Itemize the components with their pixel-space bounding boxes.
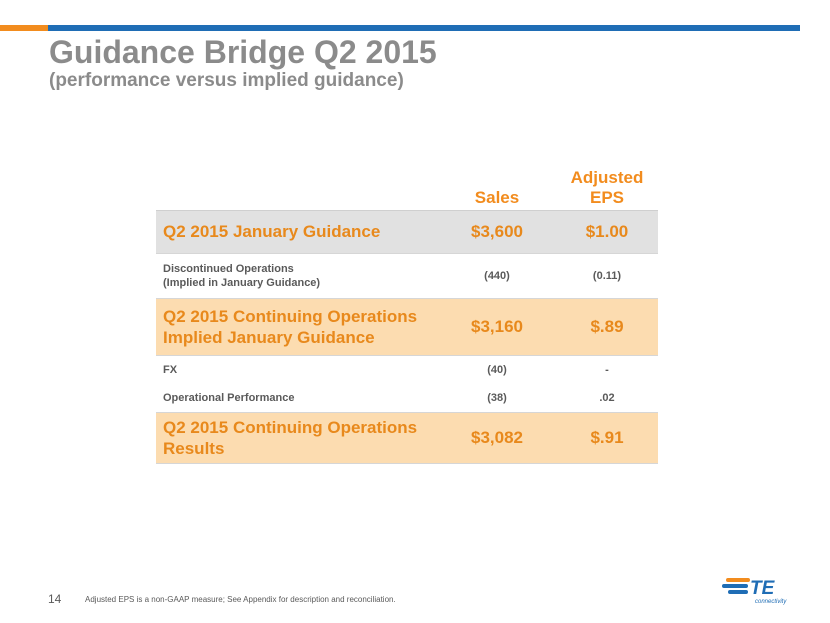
row-eps: $.91 xyxy=(590,428,624,447)
row-sales: $3,082 xyxy=(471,428,523,447)
row-label-line1: Q2 2015 Continuing Operations xyxy=(163,307,418,326)
row-label-line2: (Implied in January Guidance) xyxy=(163,277,321,289)
page-number: 14 xyxy=(48,592,62,606)
row-label-line1: Discontinued Operations xyxy=(163,263,294,275)
row-label: Q2 2015 Continuing Operations Results xyxy=(156,417,456,459)
table-row: Discontinued Operations (Implied in Janu… xyxy=(156,254,658,299)
row-eps: $1.00 xyxy=(585,222,629,241)
guidance-table: Sales Adjusted EPS Q2 2015 January Guida… xyxy=(156,163,658,464)
table-row: Q2 2015 January Guidance $3,600 $1.00 xyxy=(156,211,658,254)
row-label: Q2 2015 Continuing Operations Implied Ja… xyxy=(156,306,456,348)
row-eps: (0.11) xyxy=(592,270,622,282)
svg-text:connectivity: connectivity xyxy=(755,599,787,605)
row-sales: (38) xyxy=(487,392,507,404)
row-label: Discontinued Operations (Implied in Janu… xyxy=(156,262,456,290)
table-row: Operational Performance (38) .02 xyxy=(156,384,658,413)
page-title: Guidance Bridge Q2 2015 xyxy=(49,34,437,70)
column-header-eps: Adjusted EPS xyxy=(570,168,644,207)
row-label-line2: Implied January Guidance xyxy=(163,328,375,347)
row-label: Q2 2015 January Guidance xyxy=(163,222,381,241)
table-row: FX (40) - xyxy=(156,356,658,384)
svg-text:TE: TE xyxy=(750,578,776,599)
row-sales: $3,160 xyxy=(471,317,523,336)
row-eps: $.89 xyxy=(590,317,624,336)
page-subtitle: (performance versus implied guidance) xyxy=(49,70,404,91)
footnote: Adjusted EPS is a non-GAAP measure; See … xyxy=(85,595,396,604)
top-accent-bar xyxy=(0,25,800,31)
row-eps: - xyxy=(605,364,609,376)
top-accent-blue xyxy=(48,25,800,31)
te-connectivity-logo: TE connectivity xyxy=(722,578,787,605)
column-header-sales: Sales xyxy=(474,188,520,207)
row-sales: (40) xyxy=(487,364,507,376)
top-accent-orange xyxy=(0,25,48,31)
row-label: Operational Performance xyxy=(163,392,295,404)
row-label-line2: Results xyxy=(163,439,225,458)
row-sales: $3,600 xyxy=(471,222,523,241)
table-header: Sales Adjusted EPS xyxy=(156,163,658,211)
row-label-line1: Q2 2015 Continuing Operations xyxy=(163,418,418,437)
table-row: Q2 2015 Continuing Operations Implied Ja… xyxy=(156,299,658,356)
table-row: Q2 2015 Continuing Operations Results $3… xyxy=(156,413,658,464)
row-label: FX xyxy=(163,364,178,376)
row-eps: .02 xyxy=(599,392,615,404)
row-sales: (440) xyxy=(484,270,510,282)
